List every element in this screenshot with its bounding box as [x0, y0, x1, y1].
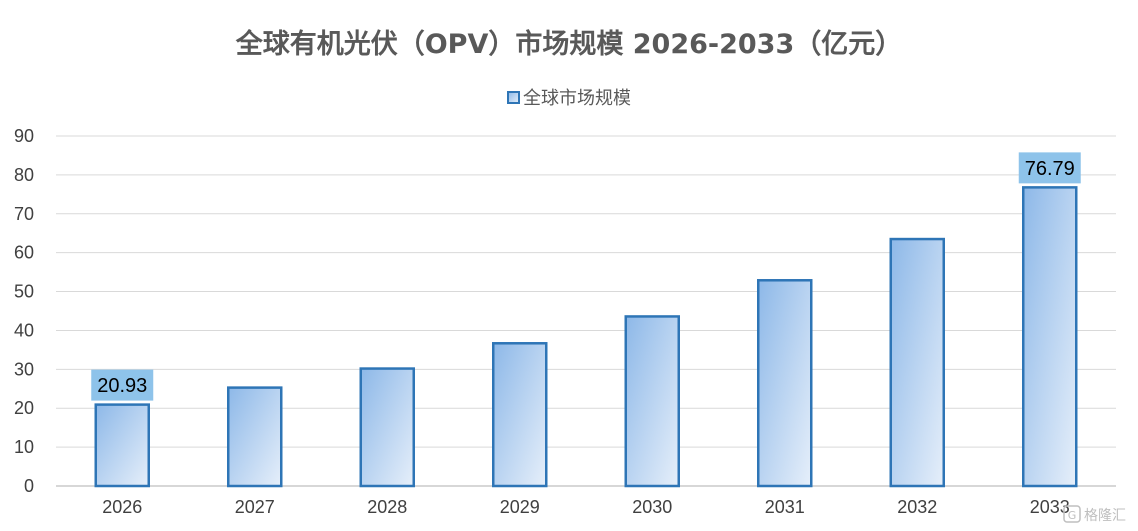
data-label-box [91, 369, 154, 401]
data-label-box [1018, 152, 1081, 184]
legend: 全球市场规模 [507, 88, 631, 109]
chart-title: 全球有机光伏（OPV）市场规模 2026-2033（亿元） [235, 28, 903, 60]
x-tick-label: 2029 [500, 497, 540, 517]
y-tick-label: 90 [14, 126, 34, 146]
y-tick-label: 80 [14, 165, 34, 185]
x-tick-label: 2026 [102, 497, 142, 517]
gridlines [56, 135, 1116, 487]
bar-2031 [757, 279, 813, 488]
bar-2027 [227, 386, 283, 488]
y-tick-label: 20 [14, 398, 34, 418]
y-tick-label: 50 [14, 282, 34, 302]
y-tick-label: 60 [14, 243, 34, 263]
bars [94, 186, 1078, 488]
data-label: 76.79 [1025, 158, 1075, 180]
y-axis-ticks: 0 10 20 30 40 50 60 70 80 90 [14, 126, 34, 496]
bar-2033 [1022, 186, 1078, 488]
bar-2032 [889, 237, 945, 488]
bar-2026 [94, 403, 150, 488]
x-tick-label: 2033 [1030, 497, 1070, 517]
y-tick-label: 40 [14, 320, 34, 340]
y-tick-label: 30 [14, 359, 34, 379]
x-tick-label: 2031 [765, 497, 805, 517]
x-axis-ticks: 2026 2027 2028 2029 2030 2031 2032 2033 [102, 497, 1070, 517]
watermark-text: 格隆汇 [1084, 508, 1126, 524]
x-tick-label: 2032 [897, 497, 937, 517]
watermark: G 格隆汇 [1063, 505, 1126, 524]
legend-label: 全球市场规模 [523, 88, 631, 109]
bar-2030 [624, 315, 680, 488]
bar-2029 [492, 342, 548, 488]
gelonghui-logo-icon [1063, 505, 1081, 523]
bar-2028 [359, 367, 415, 488]
gelonghui-logo-glyph: G [1068, 509, 1077, 522]
x-tick-label: 2028 [367, 497, 407, 517]
legend-swatch [507, 91, 520, 104]
y-tick-label: 10 [14, 437, 34, 457]
y-tick-label: 70 [14, 204, 34, 224]
data-label: 20.93 [97, 375, 147, 397]
x-tick-label: 2027 [235, 497, 275, 517]
data-labels: 20.93 76.79 [91, 152, 1081, 401]
x-tick-label: 2030 [632, 497, 672, 517]
y-tick-label: 0 [24, 476, 34, 496]
